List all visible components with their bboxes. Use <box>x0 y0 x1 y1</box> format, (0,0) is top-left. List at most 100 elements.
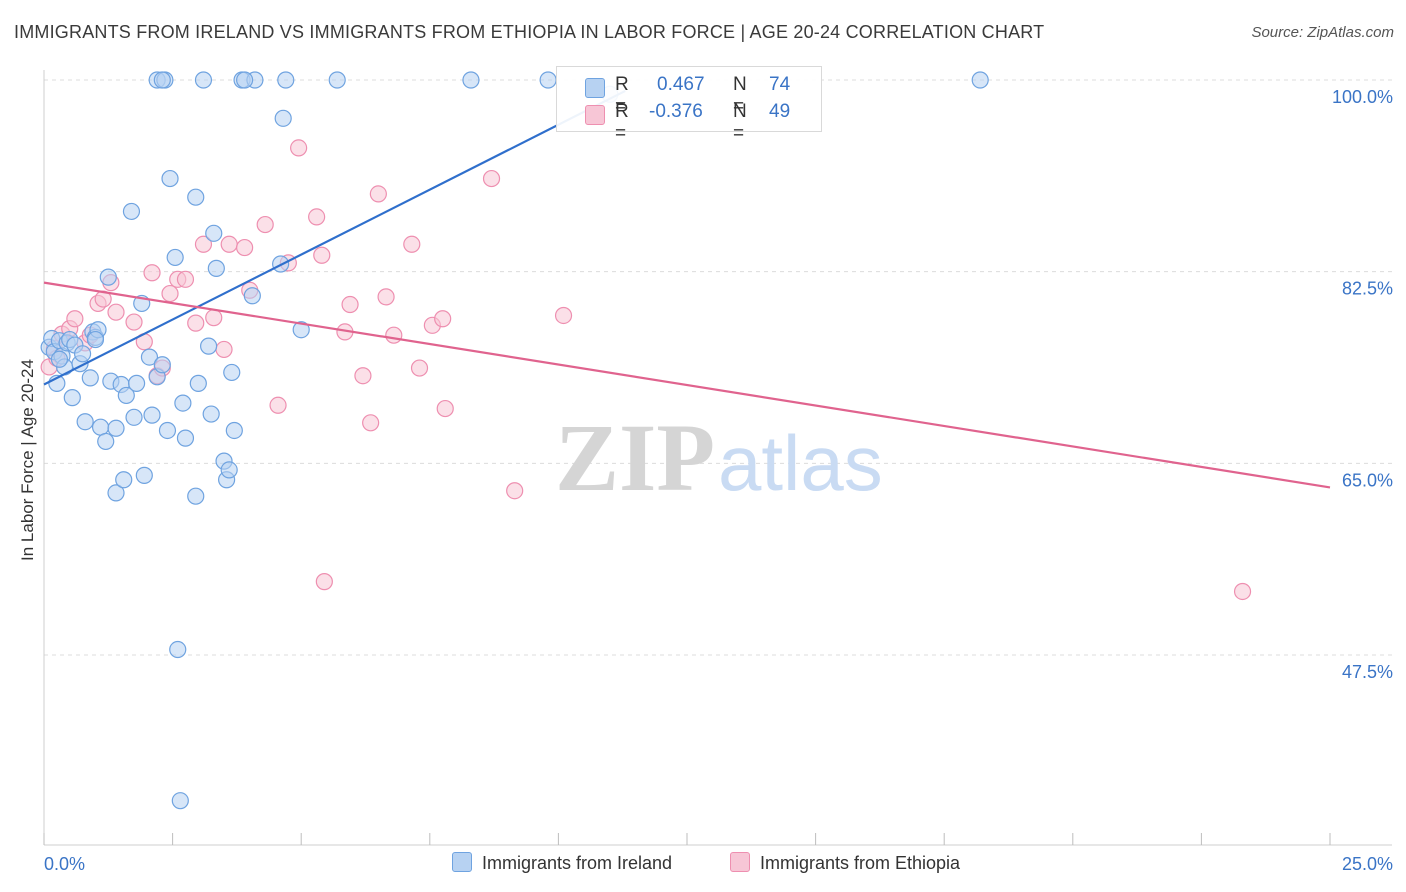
ethiopia-point-37 <box>362 414 380 432</box>
ethiopia-point-38 <box>369 185 387 203</box>
ethiopia-point-30 <box>290 139 308 157</box>
ireland-point-23 <box>107 419 125 437</box>
ethiopia-point-39 <box>377 288 395 306</box>
x-tick-label-0: 0.0% <box>44 854 85 874</box>
ethiopia-point-5 <box>66 310 84 328</box>
ireland-point-20 <box>99 268 117 286</box>
gridlines <box>44 79 1392 656</box>
ethiopia-point-32 <box>313 246 331 264</box>
ethiopia-point-12 <box>125 313 143 331</box>
ethiopia-point-21 <box>194 235 213 253</box>
ireland-point-33 <box>143 406 161 424</box>
ethiopia-r-label: R = <box>615 101 629 144</box>
ireland-point-72 <box>153 71 171 89</box>
ireland-point-64 <box>277 71 295 89</box>
ireland-point-44 <box>187 487 205 505</box>
ethiopia-point-45 <box>436 399 454 418</box>
ethiopia-point-33 <box>315 573 333 591</box>
ireland-point-73 <box>236 71 254 89</box>
data-points <box>40 71 1252 810</box>
ethiopia-point-14 <box>143 264 161 282</box>
watermark-zip: ZIP <box>555 404 715 511</box>
ethiopia-point-47 <box>506 482 524 500</box>
ethiopia-point-22 <box>205 309 223 327</box>
x-tick-label-1: 25.0% <box>1342 854 1393 874</box>
ethiopia-n-value: 49 <box>769 101 791 122</box>
ireland-point-48 <box>205 224 223 242</box>
trend-lines <box>43 89 1331 489</box>
ireland-point-19 <box>97 432 115 451</box>
ethiopia-point-48 <box>554 306 573 325</box>
ethiopia-point-25 <box>236 238 254 257</box>
ireland-point-61 <box>194 71 213 89</box>
ethiopia-point-31 <box>308 208 326 226</box>
ireland-point-66 <box>462 71 480 89</box>
y-tick-label-2: 82.5% <box>1342 279 1393 299</box>
ethiopia-r-value: -0.376 <box>649 101 703 122</box>
ireland-point-41 <box>174 394 192 412</box>
ireland-point-14 <box>81 369 99 387</box>
ireland-point-45 <box>189 374 207 392</box>
ireland-swatch <box>585 78 605 98</box>
ireland-point-37 <box>161 169 179 188</box>
axes <box>43 70 1392 846</box>
ireland-point-55 <box>243 287 261 305</box>
legend-ireland: Immigrants from Ireland <box>452 852 672 874</box>
watermark-atlas: atlas <box>718 419 883 507</box>
ireland-point-47 <box>202 405 220 423</box>
ethiopia-n-label: N = <box>733 101 747 144</box>
ireland-point-26 <box>117 386 135 405</box>
legend-ethiopia-label: Immigrants from Ethiopia <box>760 853 961 873</box>
legend-ethiopia-swatch <box>730 852 750 872</box>
ethiopia-point-35 <box>341 295 359 314</box>
source-label: Source: ZipAtlas.com <box>1251 24 1394 41</box>
ireland-point-49 <box>207 259 225 277</box>
ethiopia-point-42 <box>410 359 429 377</box>
legend-ireland-swatch <box>452 852 472 872</box>
ireland-point-28 <box>125 408 143 426</box>
ireland-point-32 <box>140 348 159 366</box>
ireland-point-12 <box>73 345 92 363</box>
ethiopia-point-36 <box>354 367 372 385</box>
ireland-point-53 <box>223 363 241 382</box>
legend-ireland-label: Immigrants from Ireland <box>482 853 673 873</box>
ethiopia-point-28 <box>269 396 287 414</box>
ireland-point-25 <box>115 471 133 489</box>
ethiopia-point-17 <box>161 284 179 303</box>
ireland-point-9 <box>63 389 81 407</box>
ireland-point-68 <box>971 71 989 89</box>
ireland-r-label: R = <box>615 74 629 117</box>
ireland-point-31 <box>135 466 153 484</box>
ireland-point-43 <box>187 188 205 206</box>
ethiopia-point-27 <box>256 215 274 234</box>
ireland-point-65 <box>328 71 346 89</box>
ireland-point-39 <box>169 640 187 659</box>
ireland-point-42 <box>176 429 195 447</box>
ireland-point-58 <box>292 321 310 339</box>
ireland-point-71 <box>86 330 105 349</box>
ireland-point-13 <box>76 413 94 431</box>
ireland-point-52 <box>220 461 238 479</box>
tick-labels: 47.5% 65.0% 82.5% 100.0% 0.0% 25.0% <box>44 87 1393 874</box>
ireland-point-29 <box>127 374 146 392</box>
ireland-point-54 <box>225 421 243 440</box>
ireland-point-70 <box>50 350 69 368</box>
y-tick-label-1: 65.0% <box>1342 470 1393 490</box>
y-axis-label: In Labor Force | Age 20-24 <box>18 359 37 561</box>
ethiopia-point-11 <box>107 303 125 321</box>
ireland-point-27 <box>122 202 141 221</box>
stats-legend: R = 0.467 N = 74 R = -0.376 N = 49 <box>556 66 822 144</box>
ireland-point-18 <box>91 418 110 436</box>
ireland-trend-line <box>43 89 626 386</box>
ireland-point-22 <box>107 484 125 502</box>
ireland-n-label: N = <box>733 74 747 117</box>
ethiopia-point-24 <box>220 235 238 253</box>
chart-title: IMMIGRANTS FROM IRELAND VS IMMIGRANTS FR… <box>14 22 1045 42</box>
ireland-n-value: 74 <box>769 74 791 95</box>
y-tick-label-0: 47.5% <box>1342 662 1393 682</box>
ireland-point-46 <box>200 337 218 355</box>
ireland-point-67 <box>539 71 557 89</box>
ireland-point-57 <box>274 109 292 127</box>
ethiopia-point-41 <box>403 235 421 253</box>
ireland-point-38 <box>166 248 184 267</box>
